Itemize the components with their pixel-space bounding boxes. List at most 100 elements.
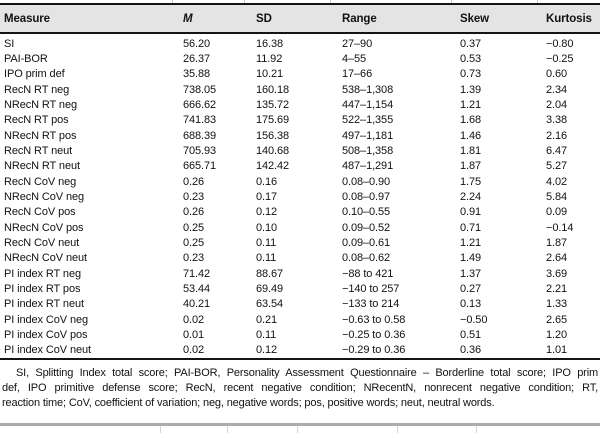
cell-range: 487–1,291	[342, 160, 394, 173]
cell-sd: 0.11	[256, 328, 277, 341]
cell-skew: 0.91	[460, 206, 482, 219]
cell-measure: IPO prim def	[4, 68, 65, 81]
cell-measure: PI index RT neut	[4, 298, 84, 311]
cell-mean: 0.23	[183, 252, 205, 265]
cell-measure: RecN RT pos	[4, 114, 69, 127]
cell-mean: 26.37	[183, 52, 211, 65]
cell-measure: PI index RT pos	[4, 282, 81, 295]
cell-kurtosis: 2.65	[546, 313, 568, 326]
cell-sd: 88.67	[256, 267, 284, 280]
table-row: RecN CoV pos 0.26 0.12 0.10–0.55 0.91 0.…	[0, 205, 600, 220]
cell-mean: 0.25	[183, 221, 205, 234]
cell-skew: 1.68	[460, 114, 482, 127]
table-top-rule	[0, 3, 600, 5]
column-header-range: Range	[342, 12, 377, 25]
cell-measure: SI	[4, 37, 15, 50]
cell-kurtosis: 3.69	[546, 267, 568, 280]
cell-measure: NRecN CoV neg	[4, 190, 85, 203]
table-row: SI 56.20 16.38 27–90 0.37 −0.80	[0, 36, 600, 51]
cell-range: 538–1,308	[342, 83, 394, 96]
cell-range: 0.08–0.90	[342, 175, 391, 188]
cell-kurtosis: −0.14	[546, 221, 574, 234]
column-header-measure: Measure	[4, 12, 50, 25]
table-row: PI index RT neut 40.21 63.54 −133 to 214…	[0, 297, 600, 312]
cell-measure: NRecN CoV neut	[4, 252, 87, 265]
cell-sd: 0.11	[256, 236, 277, 249]
cell-kurtosis: 1.20	[546, 328, 568, 341]
scan-artifact-tick	[244, 0, 245, 3]
scan-artifact-tick	[330, 0, 331, 3]
table-header: Measure M SD Range Skew Kurtosis	[0, 5, 600, 32]
cell-mean: 35.88	[183, 68, 211, 81]
cell-measure: RecN CoV neut	[4, 236, 80, 249]
cell-measure: PAI-BOR	[4, 52, 48, 65]
cell-skew: 0.36	[460, 344, 482, 357]
cell-range: 447–1,154	[342, 98, 394, 111]
footnote-line: def, IPO primitive defense score; RecN, …	[2, 382, 598, 394]
cell-measure: PI index CoV pos	[4, 328, 88, 341]
table-row: NRecN CoV neut 0.23 0.11 0.08–0.62 1.49 …	[0, 251, 600, 266]
cell-skew: 0.37	[460, 37, 482, 50]
footer-gray-rule	[0, 423, 600, 426]
cell-measure: PI index CoV neg	[4, 313, 89, 326]
cell-range: 0.09–0.61	[342, 236, 391, 249]
cell-mean: 741.83	[183, 114, 217, 127]
table-row: NRecN RT neg 666.62 135.72 447–1,154 1.2…	[0, 97, 600, 112]
cell-kurtosis: 5.27	[546, 160, 568, 173]
table-row: RecN CoV neg 0.26 0.16 0.08–0.90 1.75 4.…	[0, 174, 600, 189]
table-row: PI index CoV neg 0.02 0.21 −0.63 to 0.58…	[0, 312, 600, 327]
cell-measure: RecN RT neut	[4, 144, 73, 157]
cell-measure: RecN CoV pos	[4, 206, 76, 219]
cell-kurtosis: 1.87	[546, 236, 568, 249]
cell-kurtosis: 3.38	[546, 114, 568, 127]
cell-mean: 56.20	[183, 37, 211, 50]
column-header-skew: Skew	[460, 12, 490, 25]
cell-kurtosis: 5.84	[546, 190, 568, 203]
cell-skew: 0.71	[460, 221, 482, 234]
cell-mean: 71.42	[183, 267, 211, 280]
footnote-line: reaction time; CoV, coefficient of varia…	[2, 397, 495, 409]
cell-range: −133 to 214	[342, 298, 400, 311]
cell-sd: 69.49	[256, 282, 284, 295]
cell-mean: 40.21	[183, 298, 211, 311]
column-header-mean: M	[183, 12, 193, 25]
cell-mean: 0.23	[183, 190, 205, 203]
cell-mean: 0.26	[183, 175, 205, 188]
cell-sd: 0.10	[256, 221, 278, 234]
cell-skew: 1.21	[460, 98, 482, 111]
cell-measure: NRecN RT neg	[4, 98, 77, 111]
cell-sd: 0.17	[256, 190, 278, 203]
cell-sd: 0.12	[256, 344, 278, 357]
cell-measure: PI index CoV neut	[4, 344, 91, 357]
cell-skew: 0.27	[460, 282, 482, 295]
cell-kurtosis: −0.80	[546, 37, 574, 50]
column-header-sd: SD	[256, 12, 272, 25]
cell-sd: 11.92	[256, 52, 283, 65]
cell-range: 497–1,181	[342, 129, 394, 142]
table-row: NRecN RT neut 665.71 142.42 487–1,291 1.…	[0, 159, 600, 174]
cell-range: −140 to 257	[342, 282, 400, 295]
table-row: RecN RT pos 741.83 175.69 522–1,355 1.68…	[0, 113, 600, 128]
cell-kurtosis: 1.01	[546, 344, 568, 357]
cell-kurtosis: 4.02	[546, 175, 568, 188]
cell-mean: 0.02	[183, 344, 205, 357]
cell-mean: 0.26	[183, 206, 205, 219]
scan-artifact-tick	[537, 0, 538, 3]
table-row: NRecN RT pos 688.39 156.38 497–1,181 1.4…	[0, 128, 600, 143]
scan-artifact-tick	[227, 426, 228, 433]
table-row: RecN CoV neut 0.25 0.11 0.09–0.61 1.21 1…	[0, 235, 600, 250]
cell-skew: 0.13	[460, 298, 482, 311]
table-row: PI index RT pos 53.44 69.49 −140 to 257 …	[0, 281, 600, 296]
cell-mean: 738.05	[183, 83, 217, 96]
table-row: NRecN CoV neg 0.23 0.17 0.08–0.97 2.24 5…	[0, 189, 600, 204]
cell-mean: 0.01	[183, 328, 205, 341]
table-bottom-rule	[0, 358, 600, 360]
cell-kurtosis: 2.21	[546, 282, 568, 295]
cell-skew: −0.50	[460, 313, 488, 326]
scan-artifact-tick	[297, 426, 298, 433]
table-body: SI 56.20 16.38 27–90 0.37 −0.80 PAI-BOR …	[0, 36, 600, 358]
cell-range: 508–1,358	[342, 144, 394, 157]
cell-measure: NRecN RT pos	[4, 129, 77, 142]
cell-range: −0.29 to 0.36	[342, 344, 406, 357]
